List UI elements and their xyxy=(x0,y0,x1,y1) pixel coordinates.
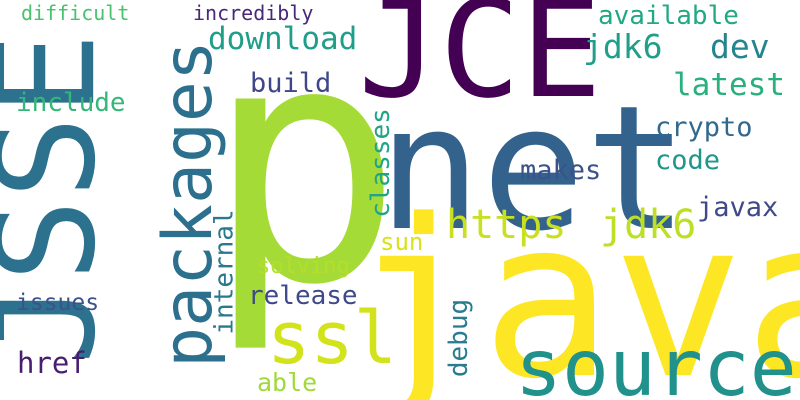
word-difficult: difficult xyxy=(21,1,130,25)
word-makes: makes xyxy=(520,155,602,186)
word-ssl: ssl xyxy=(267,296,398,380)
word-source: source xyxy=(515,324,797,400)
word-net: net xyxy=(378,68,689,269)
word-internal: internal xyxy=(209,209,240,335)
word-sun: sun xyxy=(380,228,424,256)
word-latest: latest xyxy=(673,67,785,103)
word-solving: solving xyxy=(257,254,350,279)
word-classes: classes xyxy=(365,108,396,218)
word-jdk6-a: jdk6 xyxy=(600,202,697,248)
word-debug: debug xyxy=(444,298,475,378)
word-available: available xyxy=(598,1,739,31)
word-crypto: crypto xyxy=(655,112,753,143)
word-java: java xyxy=(350,174,800,400)
word-code: code xyxy=(655,145,721,176)
word-href: href xyxy=(17,346,87,380)
word-jce: JCE xyxy=(358,0,602,128)
word-able: able xyxy=(257,368,318,397)
word-release: release xyxy=(248,281,358,311)
word-issues: issues xyxy=(16,290,100,316)
word-https: https xyxy=(446,202,567,248)
word-download: download xyxy=(208,21,358,57)
word-dev: dev xyxy=(710,27,770,66)
word-incredibly: incredibly xyxy=(193,1,314,25)
word-jdk6-b: jdk6 xyxy=(583,27,663,66)
word-javax: javax xyxy=(697,192,779,223)
word-p: p xyxy=(205,0,404,357)
word-build: build xyxy=(250,68,332,99)
word-include: include xyxy=(16,88,126,118)
